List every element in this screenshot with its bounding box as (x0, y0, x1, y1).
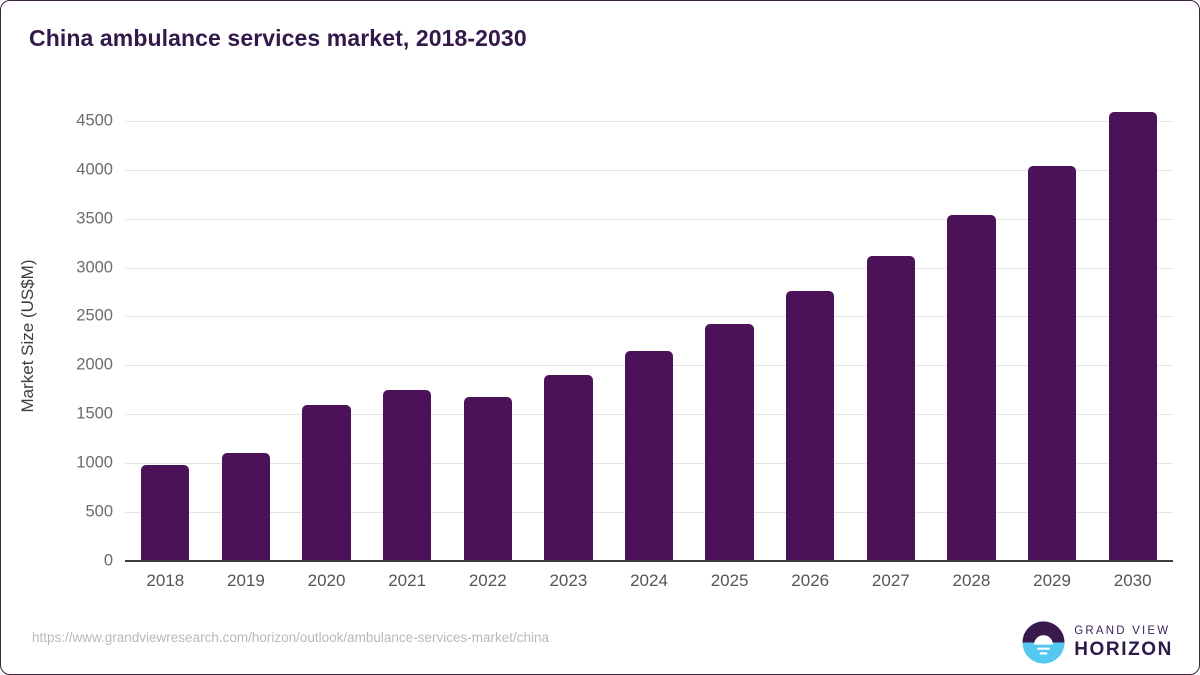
bar-group[interactable] (947, 111, 996, 561)
x-tick-label: 2027 (871, 571, 910, 590)
bar[interactable] (947, 214, 996, 561)
x-tick-label: 2030 (1113, 571, 1152, 590)
bar-group[interactable] (141, 111, 190, 561)
x-axis-tick-labels: 2018 2019 2020 2021 2022 2023 2024 2025 2026 2027… (125, 571, 1173, 601)
brand-wordmark: GRAND VIEW HORIZON (1074, 624, 1173, 661)
bar[interactable] (302, 405, 351, 561)
y-tick-label: 500 (85, 502, 113, 521)
horizon-sunrise-icon (1022, 621, 1065, 664)
bar[interactable] (1027, 165, 1077, 561)
x-tick-label: 2020 (307, 571, 346, 590)
bar-group[interactable] (302, 111, 351, 561)
bar[interactable] (141, 465, 190, 561)
x-tick-label: 2024 (630, 571, 668, 590)
y-tick-label: 3500 (76, 209, 113, 228)
bar-group[interactable] (866, 111, 916, 561)
bar[interactable] (382, 389, 432, 561)
y-tick-label: 0 (103, 551, 113, 570)
bar[interactable] (866, 255, 916, 561)
y-tick-label: 1500 (76, 404, 113, 423)
x-tick-label: 2019 (227, 571, 265, 590)
bar-group[interactable] (463, 111, 512, 561)
brand-logo[interactable]: GRAND VIEW HORIZON (1022, 621, 1173, 664)
x-tick-label: 2026 (791, 571, 830, 590)
bar-group[interactable] (1027, 111, 1077, 561)
y-tick-label: 2000 (76, 355, 113, 374)
bar[interactable] (624, 350, 674, 561)
y-tick-label: 2500 (76, 306, 113, 325)
gridline (125, 120, 1173, 122)
brand-line-1: GRAND VIEW (1074, 624, 1171, 637)
plot-area (125, 111, 1173, 561)
bar-group[interactable] (544, 111, 593, 561)
bar-group[interactable] (786, 111, 835, 561)
bar[interactable] (786, 291, 835, 561)
x-tick-label: 2018 (146, 571, 185, 590)
bar[interactable] (544, 374, 593, 561)
bar[interactable] (705, 324, 754, 561)
gridline (125, 218, 1173, 220)
gridline (125, 316, 1173, 318)
bar-group[interactable] (624, 111, 674, 561)
x-tick-label: 2029 (1033, 571, 1071, 590)
x-tick-label: 2028 (952, 571, 991, 590)
x-tick-label: 2025 (710, 571, 749, 590)
gridline (125, 267, 1173, 269)
brand-line-2: HORIZON (1074, 639, 1173, 661)
x-tick-label: 2023 (549, 571, 588, 590)
page-title: China ambulance services market, 2018-20… (29, 25, 527, 51)
x-axis-line (125, 560, 1173, 562)
y-tick-label: 1000 (76, 453, 113, 472)
bar-group[interactable] (705, 111, 754, 561)
bar-group[interactable] (221, 111, 271, 561)
x-tick-label: 2022 (468, 571, 507, 590)
x-tick-label: 2021 (388, 571, 427, 590)
gridline (125, 169, 1173, 171)
y-axis-tick-labels: 0 500 1000 1500 2000 2500 3000 3500 4000 4500 (37, 111, 113, 569)
bar[interactable] (1108, 111, 1157, 561)
bar[interactable] (463, 396, 512, 561)
source-url[interactable]: https://www.grandviewresearch.com/horizo… (32, 630, 549, 645)
y-tick-label: 4000 (76, 160, 113, 179)
bar-group[interactable] (1108, 111, 1157, 561)
y-axis-title: Market Size (US$M) (18, 259, 37, 413)
bar[interactable] (221, 453, 271, 561)
y-tick-label: 4500 (76, 111, 113, 130)
bar-group[interactable] (382, 111, 432, 561)
y-tick-label: 3000 (76, 258, 113, 277)
